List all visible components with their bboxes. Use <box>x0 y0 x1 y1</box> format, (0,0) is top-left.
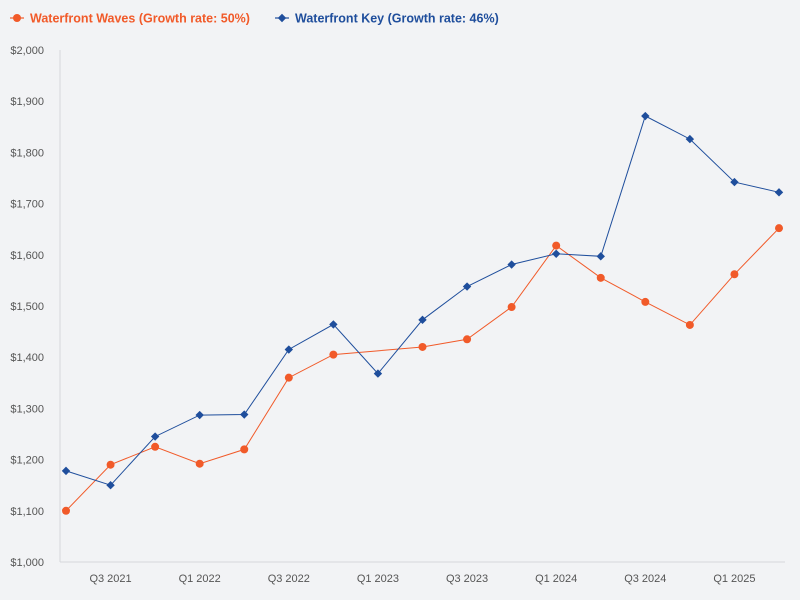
data-point <box>641 297 650 306</box>
y-tick-label: $1,900 <box>10 96 44 108</box>
data-point <box>463 335 472 344</box>
data-point <box>284 373 293 382</box>
data-point <box>775 224 783 233</box>
data-point <box>641 111 650 121</box>
series-line <box>65 115 780 486</box>
y-tick-label: $1,500 <box>10 301 44 313</box>
y-tick-label: $1,600 <box>10 250 44 262</box>
data-point <box>596 252 605 261</box>
x-tick-label: Q1 2022 <box>179 573 221 585</box>
x-tick-label: Q3 2022 <box>268 573 310 585</box>
x-tick-label: Q1 2025 <box>713 573 755 585</box>
data-point <box>106 481 115 490</box>
data-point <box>61 466 71 476</box>
legend-label: Waterfront Key (Growth rate: 46%) <box>295 12 499 26</box>
data-point <box>730 270 739 279</box>
data-point <box>329 320 338 329</box>
data-point <box>151 442 160 451</box>
x-tick-label: Q3 2021 <box>89 573 131 585</box>
axes: $1,000 $1,100 $1,200 $1,300 $1,400 $1,500 $1,6… <box>10 45 785 585</box>
legend-item-2: Waterfront Key (Growth rate: 46%) <box>275 12 499 26</box>
y-tick-label: $1,400 <box>10 352 44 364</box>
y-tick-label: $1,000 <box>10 557 44 569</box>
data-point <box>373 369 383 378</box>
data-point <box>195 459 204 468</box>
data-point <box>552 241 561 250</box>
y-tick-label: $1,700 <box>10 199 44 211</box>
data-point <box>551 249 561 258</box>
series-1 <box>62 224 783 515</box>
data-point <box>685 134 695 144</box>
x-tick-label: Q1 2024 <box>535 573 577 585</box>
series-line <box>65 227 780 512</box>
data-point <box>685 320 694 329</box>
y-tick-label: $1,200 <box>10 455 44 467</box>
legend-label: Waterfront Waves (Growth rate: 50%) <box>30 12 250 26</box>
x-tick-label: Q1 2023 <box>357 573 399 585</box>
series-layer <box>61 111 784 515</box>
data-point <box>596 273 605 282</box>
y-tick-label: $2,000 <box>10 45 44 57</box>
legend: Waterfront Waves (Growth rate: 50%) Water… <box>10 12 499 26</box>
legend-marker <box>277 13 287 23</box>
data-point <box>284 345 294 354</box>
series-2 <box>61 111 784 490</box>
legend-item-1: Waterfront Waves (Growth rate: 50%) <box>10 12 250 26</box>
y-tick-label: $1,800 <box>10 147 44 159</box>
data-point <box>195 410 204 420</box>
data-point <box>418 315 427 325</box>
data-point <box>106 460 115 469</box>
legend-marker <box>13 14 21 22</box>
data-point <box>150 432 160 441</box>
y-tick-label: $1,300 <box>10 403 44 415</box>
data-point <box>507 260 516 269</box>
data-point <box>462 282 472 291</box>
data-point <box>240 410 249 419</box>
data-point <box>507 303 516 312</box>
data-point <box>240 445 249 454</box>
data-point <box>329 350 338 359</box>
x-tick-label: Q3 2023 <box>446 573 488 585</box>
data-point <box>774 188 784 197</box>
y-tick-label: $1,100 <box>10 506 44 518</box>
x-tick-label: Q3 2024 <box>624 573 666 585</box>
data-point <box>730 177 739 187</box>
data-point <box>62 506 70 515</box>
data-point <box>418 342 427 351</box>
